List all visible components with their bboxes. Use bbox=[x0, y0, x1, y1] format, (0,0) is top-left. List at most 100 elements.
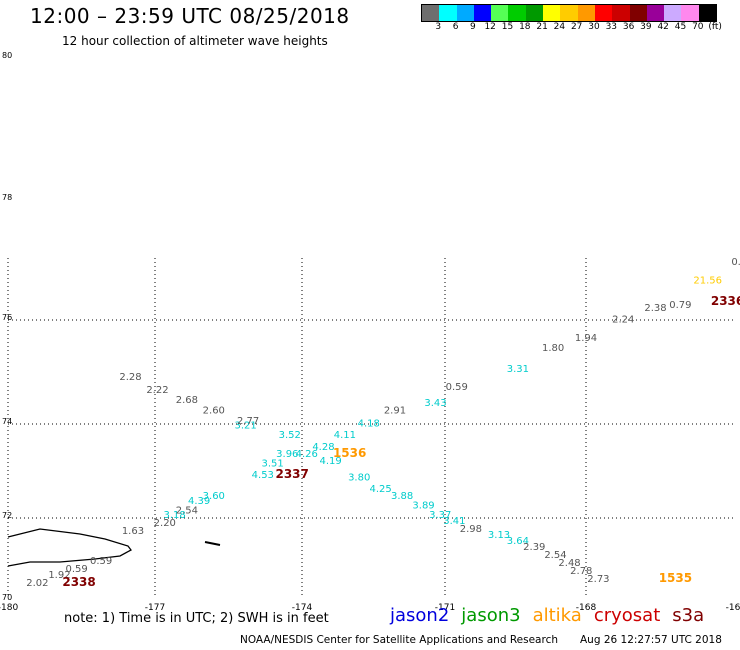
color-scale-label: 42 bbox=[657, 22, 669, 32]
data-label-gray: 2.22 bbox=[146, 385, 168, 396]
color-scale-swatch bbox=[560, 5, 578, 21]
color-scale-label: 21 bbox=[536, 22, 548, 32]
color-scale-label: 27 bbox=[570, 22, 583, 32]
data-label-gray: 1.63 bbox=[122, 526, 144, 537]
data-label-jason3: 3.21 bbox=[235, 421, 257, 432]
color-scale-swatch bbox=[681, 5, 699, 21]
data-label-gray: 2.60 bbox=[203, 406, 225, 417]
color-scale-swatch bbox=[439, 5, 457, 21]
color-scale-swatch bbox=[508, 5, 526, 21]
color-scale-label: 30 bbox=[588, 22, 600, 32]
coastline bbox=[7, 528, 132, 567]
y-tick-label: 76 bbox=[2, 313, 12, 322]
data-label-gray: 0.59 bbox=[731, 257, 740, 268]
color-scale-label: 18 bbox=[519, 22, 531, 32]
color-scale-labels: 3 6 9 12 15 18 21 24 27 30 33 36 39 42 45 70 (ft) bbox=[421, 22, 740, 34]
color-scale-label: 6 bbox=[452, 22, 459, 32]
color-scale-swatch bbox=[577, 5, 595, 21]
data-label-gray: 1.92 bbox=[48, 570, 70, 581]
legend-entry-jason3: jason3 bbox=[461, 605, 521, 626]
data-label-jason3: 4.11 bbox=[334, 430, 356, 441]
data-label-jason3: 3.88 bbox=[391, 491, 413, 502]
data-label-jason3: 4.39 bbox=[188, 496, 210, 507]
legend-entry-jason2: jason2 bbox=[390, 605, 450, 626]
data-label-gray: 2.38 bbox=[644, 303, 666, 314]
data-label-gray: 0.79 bbox=[669, 300, 691, 311]
y-tick-label: 80 bbox=[2, 51, 12, 60]
data-label-gray: 2.24 bbox=[612, 315, 634, 326]
generated-date: Aug 26 12:27:57 UTC 2018 bbox=[580, 634, 722, 646]
data-label-gray: 2.54 bbox=[544, 550, 566, 561]
x-tick-label: -16 bbox=[726, 603, 740, 613]
y-tick-label: 70 bbox=[2, 593, 12, 602]
color-scale-swatch bbox=[473, 5, 492, 21]
data-label-gray: 2.28 bbox=[119, 372, 141, 383]
data-label-jason3: 3.43 bbox=[424, 398, 446, 409]
color-scale-swatch bbox=[525, 5, 544, 21]
data-label-s3a: 2336 bbox=[711, 294, 740, 308]
data-label-gray: 2.91 bbox=[384, 406, 406, 417]
color-scale-swatch bbox=[646, 5, 665, 21]
data-label-jason3: 3.18 bbox=[163, 510, 185, 521]
data-label-gray: 2.20 bbox=[154, 518, 176, 529]
data-label-gray: 2.78 bbox=[570, 566, 592, 577]
data-label-jason3: 3.60 bbox=[203, 491, 225, 502]
color-scale-label: 3 bbox=[435, 22, 442, 32]
data-label-gray: 1.94 bbox=[575, 333, 597, 344]
color-scale-swatch bbox=[629, 5, 647, 21]
legend-entry-s3a: s3a bbox=[672, 605, 705, 626]
color-scale-label: 33 bbox=[605, 22, 618, 32]
color-scale-bar bbox=[421, 4, 718, 22]
data-label-jason3: 3.80 bbox=[348, 472, 370, 483]
x-tick-label: -168 bbox=[576, 603, 597, 613]
color-scale-label: 15 bbox=[501, 22, 514, 32]
data-label-gray: 2.68 bbox=[176, 395, 198, 406]
chart-subtitle: 12 hour collection of altimeter wave hei… bbox=[62, 34, 328, 48]
island bbox=[204, 541, 221, 546]
color-scale-swatch bbox=[422, 5, 440, 21]
data-label-altika: 1536 bbox=[333, 446, 366, 460]
data-label-gray: 2.77 bbox=[237, 416, 259, 427]
y-tick-label: 74 bbox=[2, 417, 12, 426]
chart-title: 12:00 – 23:59 UTC 08/25/2018 bbox=[30, 4, 350, 28]
data-label-gray: 1.80 bbox=[542, 343, 564, 354]
data-label-jason3: 3.89 bbox=[412, 501, 434, 512]
color-scale-swatch bbox=[698, 5, 717, 21]
y-tick-label: 72 bbox=[2, 511, 12, 520]
data-label-gray: 0.59 bbox=[90, 556, 112, 567]
data-label-jason3: 3.51 bbox=[261, 458, 283, 469]
color-scale-label: 39 bbox=[640, 22, 652, 32]
color-scale-swatch bbox=[491, 5, 509, 21]
data-label-gray: 2.48 bbox=[558, 558, 580, 569]
data-label-gray: 2.73 bbox=[587, 574, 609, 585]
footnote: note: 1) Time is in UTC; 2) SWH is in fe… bbox=[64, 611, 329, 626]
color-scale-label: 12 bbox=[484, 22, 496, 32]
data-label-jason3: 4.28 bbox=[312, 442, 334, 453]
color-scale-swatch bbox=[612, 5, 630, 21]
data-label-jason3: 4.25 bbox=[370, 484, 392, 495]
data-label-gray: 0.59 bbox=[446, 382, 468, 393]
data-label-s3a: 2337 bbox=[275, 467, 308, 481]
data-label-gray: 2.54 bbox=[176, 505, 198, 516]
data-label-jason3: 4.26 bbox=[296, 449, 318, 460]
x-tick-label: -174 bbox=[292, 603, 313, 613]
data-label-jason3: 3.52 bbox=[279, 430, 301, 441]
color-scale-swatch bbox=[456, 5, 474, 21]
data-label-gray: 0.59 bbox=[65, 564, 87, 575]
color-scale-label: 24 bbox=[553, 22, 566, 32]
x-tick-label: -177 bbox=[145, 603, 165, 613]
color-scale-label: (ft) bbox=[708, 22, 722, 32]
data-label-jason3: 4.19 bbox=[319, 456, 341, 467]
color-scale-label: 36 bbox=[622, 22, 635, 32]
data-label-gray: 2.39 bbox=[523, 542, 545, 553]
data-label-jason3: 3.31 bbox=[507, 364, 529, 375]
x-tick-label: -171 bbox=[435, 603, 455, 613]
data-label-gray: 2.02 bbox=[26, 578, 48, 589]
data-label-jason3: 3.64 bbox=[507, 536, 529, 547]
satellite-legend: jason2 jason3 altika cryosat s3a bbox=[390, 605, 716, 626]
x-tick-label: -180 bbox=[0, 603, 18, 613]
data-label-jason3: 3.37 bbox=[429, 510, 451, 521]
color-scale-swatch bbox=[664, 5, 682, 21]
